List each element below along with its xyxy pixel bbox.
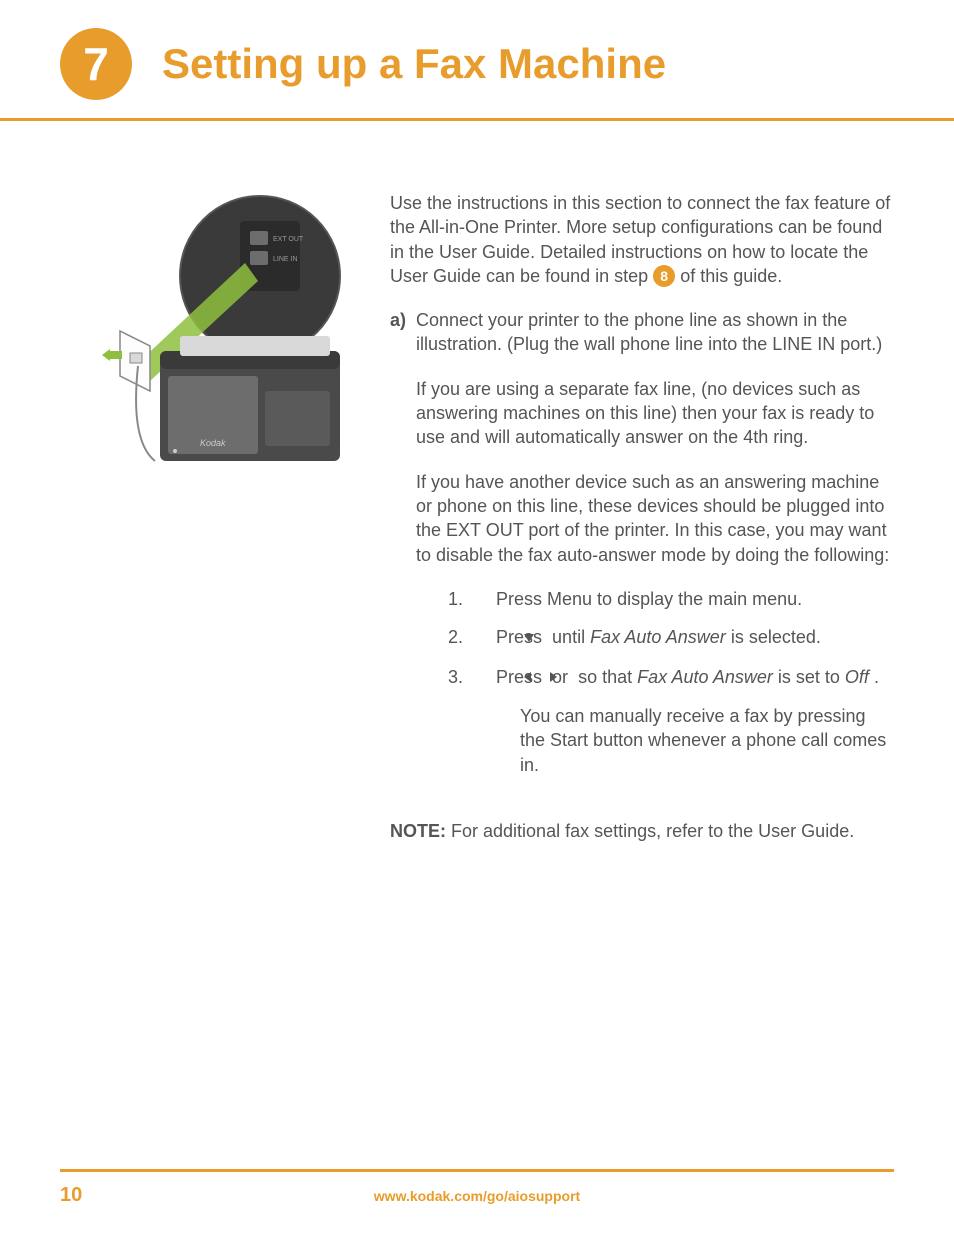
list-item-1: 1.Press Menu to display the main menu. <box>472 587 894 611</box>
li3-c: so that <box>578 667 637 687</box>
page-footer: 10 www.kodak.com/go/aiosupport <box>0 1169 954 1207</box>
section-header: 7 Setting up a Fax Machine <box>60 28 894 100</box>
numbered-steps: 1.Press Menu to display the main menu. 2… <box>416 587 894 777</box>
step-number-badge: 7 <box>60 28 132 100</box>
li3-d: is set to <box>778 667 845 687</box>
page-number: 10 <box>60 1184 340 1207</box>
content-row: EXT OUT LINE IN Kodak <box>60 191 894 843</box>
note-label: NOTE: <box>390 821 446 841</box>
step-a-p3: If you have another device such as an an… <box>416 470 894 567</box>
svg-text:EXT OUT: EXT OUT <box>273 236 304 243</box>
intro-after: of this guide. <box>680 266 782 286</box>
page: 7 Setting up a Fax Machine EXT OUT LINE … <box>0 0 954 843</box>
step-a-p1: Connect your printer to the phone line a… <box>416 308 894 357</box>
li2-c: is selected. <box>731 627 821 647</box>
li3-off: Off <box>845 667 869 687</box>
li3-e: . <box>874 667 879 687</box>
page-title: Setting up a Fax Machine <box>162 40 666 88</box>
li3-followup: You can manually receive a fax by pressi… <box>496 704 894 777</box>
header-rule <box>0 118 954 121</box>
step-a-label: a) <box>390 308 406 799</box>
intro-before: Use the instructions in this section to … <box>390 193 890 286</box>
list-item-2: 2.Press until Fax Auto Answer is selecte… <box>472 625 894 650</box>
li3-italic: Fax Auto Answer <box>637 667 773 687</box>
step-a: a) Connect your printer to the phone lin… <box>390 308 894 799</box>
li2-a: Press <box>496 627 547 647</box>
step-a-p2: If you are using a separate fax line, (n… <box>416 377 894 450</box>
li1-text: Press Menu to display the main menu. <box>496 589 802 609</box>
note-line: NOTE: For additional fax settings, refer… <box>390 819 894 843</box>
svg-text:Kodak: Kodak <box>200 438 226 448</box>
inline-step-badge: 8 <box>653 265 675 287</box>
printer-illustration: EXT OUT LINE IN Kodak <box>90 191 350 843</box>
footer-url: www.kodak.com/go/aiosupport <box>340 1188 614 1204</box>
li2-italic: Fax Auto Answer <box>590 627 726 647</box>
step-a-body: Connect your printer to the phone line a… <box>416 308 894 799</box>
li3-a: Press <box>496 667 547 687</box>
svg-text:LINE IN: LINE IN <box>273 256 298 263</box>
note-text: For additional fax settings, refer to th… <box>451 821 854 841</box>
li2-b: until <box>552 627 590 647</box>
inline-step-number: 8 <box>660 267 668 286</box>
footer-rule <box>60 1169 894 1172</box>
intro-paragraph: Use the instructions in this section to … <box>390 191 894 288</box>
step-number: 7 <box>83 37 109 91</box>
list-item-3: 3.Press or so that Fax Auto Answer is se… <box>472 665 894 777</box>
footer-row: 10 www.kodak.com/go/aiosupport <box>0 1184 954 1207</box>
text-column: Use the instructions in this section to … <box>390 191 894 843</box>
